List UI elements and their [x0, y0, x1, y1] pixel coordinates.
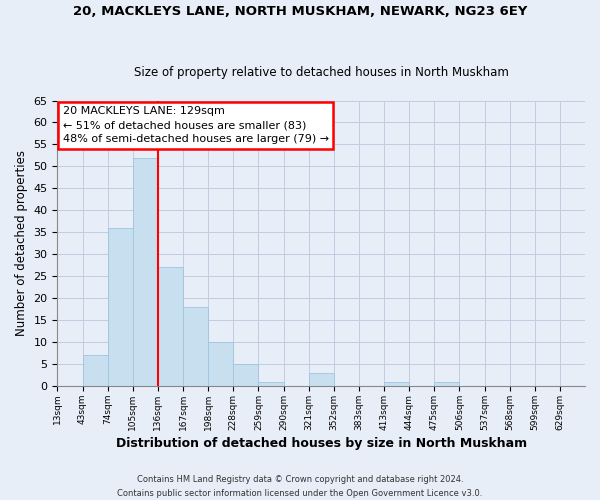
Bar: [308, 373, 334, 386]
Bar: [183, 307, 208, 386]
X-axis label: Distribution of detached houses by size in North Muskham: Distribution of detached houses by size …: [116, 437, 527, 450]
Text: 20, MACKLEYS LANE, NORTH MUSKHAM, NEWARK, NG23 6EY: 20, MACKLEYS LANE, NORTH MUSKHAM, NEWARK…: [73, 5, 527, 18]
Bar: [384, 382, 409, 386]
Title: Size of property relative to detached houses in North Muskham: Size of property relative to detached ho…: [134, 66, 509, 78]
Bar: [83, 356, 107, 386]
Bar: [208, 342, 233, 386]
Text: 20 MACKLEYS LANE: 129sqm
← 51% of detached houses are smaller (83)
48% of semi-d: 20 MACKLEYS LANE: 129sqm ← 51% of detach…: [62, 106, 329, 144]
Bar: [133, 158, 158, 386]
Text: Contains HM Land Registry data © Crown copyright and database right 2024.
Contai: Contains HM Land Registry data © Crown c…: [118, 476, 482, 498]
Bar: [233, 364, 259, 386]
Bar: [434, 382, 460, 386]
Bar: [158, 268, 183, 386]
Bar: [259, 382, 284, 386]
Y-axis label: Number of detached properties: Number of detached properties: [15, 150, 28, 336]
Bar: [107, 228, 133, 386]
